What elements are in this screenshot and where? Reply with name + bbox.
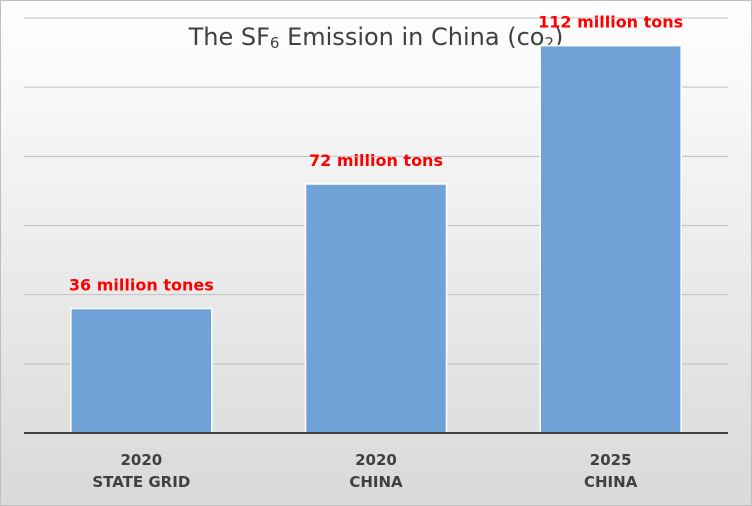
x-tick-label: 2020 — [120, 451, 162, 469]
data-label: 36 million tones — [69, 276, 214, 295]
bar — [539, 44, 682, 434]
chart-title: The SF6 Emission in China (co2) — [188, 23, 564, 52]
data-label: 112 million tons — [538, 13, 683, 32]
x-tick-label: 2025 — [590, 451, 632, 469]
x-tick-label: 2020 — [355, 451, 397, 469]
x-tick-label: CHINA — [584, 473, 638, 491]
bar — [304, 183, 448, 434]
data-labels: 36 million tones 72 million tons 112 milli… — [69, 13, 683, 295]
bars — [70, 44, 682, 434]
x-tick-label: STATE GRID — [92, 473, 190, 491]
data-label: 72 million tons — [309, 151, 443, 170]
x-tick-labels: 2020 STATE GRID 2020 CHINA 2025 CHINA — [92, 451, 637, 491]
x-tick-label: CHINA — [349, 473, 403, 491]
title-text: ) — [554, 23, 563, 51]
title-text: Emission in China (co — [279, 23, 544, 51]
bar — [70, 307, 213, 434]
title-subscript: 2 — [544, 34, 554, 52]
title-text: The SF — [188, 23, 270, 51]
title-subscript: 6 — [270, 34, 280, 52]
